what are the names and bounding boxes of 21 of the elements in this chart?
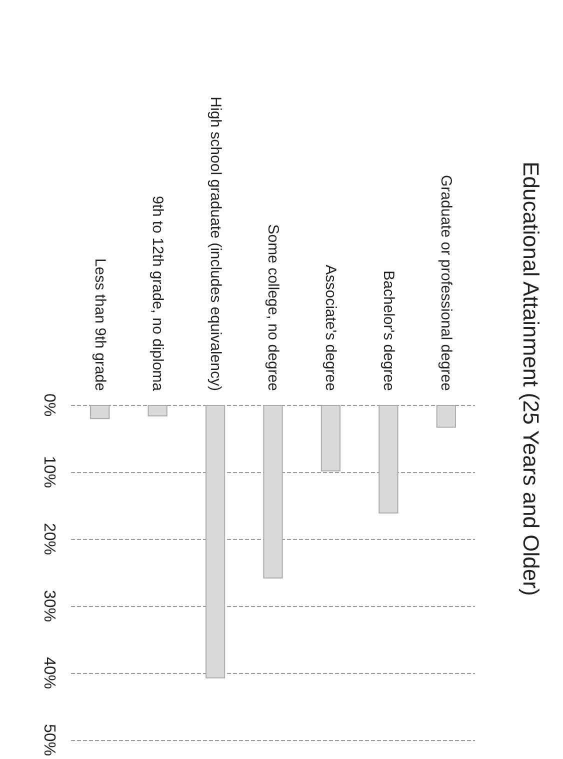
bar [378, 405, 398, 514]
text: Educational Attainment (25 Years and Older) [518, 162, 544, 596]
x-tick-label: 9th to 12th grade, no diploma [149, 196, 166, 392]
x-tick-label: Some college, no degree [264, 224, 282, 391]
bar [205, 405, 226, 678]
y-tick-label: 10% [40, 456, 58, 488]
bar [436, 405, 456, 428]
y-tick-label: 0% [40, 393, 58, 417]
y-tick-label: 50% [40, 724, 58, 756]
x-tick-label: Bachelor's degree [380, 270, 397, 391]
bar [263, 405, 283, 579]
bar [148, 405, 168, 416]
x-tick-label: Graduate or professional degree [438, 175, 455, 391]
x-tick-label: High school graduate (includes equivalency) [206, 96, 224, 391]
x-tick-label: Less than 9th grade [91, 258, 108, 391]
bar [320, 405, 341, 472]
x-tick-label: Associate's degree [322, 264, 340, 391]
bar [90, 405, 110, 420]
y-tick-label: 40% [40, 656, 58, 690]
y-tick-label: 30% [40, 590, 58, 622]
y-tick-label: 20% [40, 522, 58, 556]
